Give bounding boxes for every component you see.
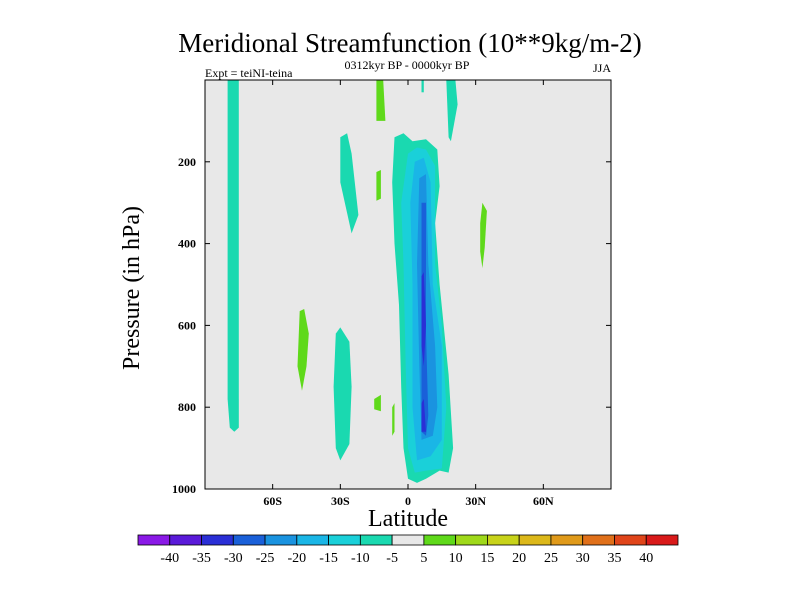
colorbar-label: -15 <box>319 551 338 566</box>
colorbar-label: -25 <box>256 551 275 566</box>
colorbar-swatch-3 <box>232 534 266 546</box>
x-tick-label: 60S <box>263 494 282 508</box>
x-axis-ticks: 60S 30S 0 30N 60N <box>263 80 554 508</box>
y-tick-label: 400 <box>178 237 196 251</box>
x-tick-label: 60N <box>533 494 554 508</box>
contour-fill-16 <box>374 394 381 412</box>
contour-fills <box>227 80 487 483</box>
contour-fill-0 <box>227 80 239 432</box>
colorbar-swatch-9 <box>423 534 457 546</box>
contour-fill-5 <box>421 80 424 93</box>
colorbar-label: 40 <box>639 551 653 566</box>
chart-title: Meridional Streamfunction (10**9kg/m-2) <box>178 28 641 58</box>
colorbar-swatch-15 <box>614 534 647 546</box>
colorbar-label: -30 <box>224 551 243 566</box>
colorbar-label: -5 <box>386 551 398 566</box>
colorbar-swatch-0 <box>137 534 171 546</box>
contour-fill-11 <box>421 399 426 432</box>
x-axis-label: Latitude <box>368 506 448 532</box>
contour-fill-14 <box>297 309 309 391</box>
y-axis-label: Pressure (in hPa) <box>119 206 145 370</box>
y-tick-label: 800 <box>178 400 196 414</box>
colorbar-swatch-6 <box>328 534 361 546</box>
y-axis-ticks: 200 400 600 800 1000 <box>172 155 611 496</box>
x-tick-label: 30S <box>331 494 350 508</box>
colorbar: -40 -35 -30 -25 -20 -15 -10 -5 5 10 15 20 25 30 35 40 <box>137 534 679 566</box>
colorbar-swatch-14 <box>582 534 615 546</box>
contour-fill-15 <box>480 202 487 269</box>
colorbar-label: 10 <box>449 551 463 566</box>
contour-fill-4 <box>446 80 458 142</box>
colorbar-swatch-10 <box>455 534 488 546</box>
colorbar-label: 5 <box>420 551 427 566</box>
colorbar-swatch-7 <box>359 534 393 546</box>
colorbar-label: 30 <box>576 551 590 566</box>
colorbar-swatch-4 <box>264 534 298 546</box>
y-tick-label: 200 <box>178 155 196 169</box>
center-string: 0312kyr BP - 0000kyr BP <box>345 58 470 72</box>
left-string: Expt = teiNI-teina <box>205 66 293 80</box>
colorbar-label: 20 <box>512 551 526 566</box>
contour-fill-2 <box>333 327 352 461</box>
colorbar-label: -35 <box>192 551 211 566</box>
colorbar-label: 25 <box>544 551 558 566</box>
right-string: JJA <box>593 61 611 75</box>
colorbar-label: -40 <box>160 551 179 566</box>
contour-fill-17 <box>392 403 395 436</box>
colorbar-swatch-11 <box>487 534 520 546</box>
y-tick-label: 1000 <box>172 482 196 496</box>
x-tick-label: 0 <box>405 494 411 508</box>
y-tick-label: 600 <box>178 318 196 332</box>
colorbar-swatch-12 <box>518 534 552 546</box>
colorbar-swatch-16 <box>645 534 679 546</box>
colorbar-label: 15 <box>480 551 494 566</box>
colorbar-label: -20 <box>287 551 306 566</box>
colorbar-swatch-2 <box>201 534 234 546</box>
contour-fill-1 <box>340 133 359 234</box>
contour-fill-13 <box>376 170 381 201</box>
colorbar-swatch-1 <box>169 534 202 546</box>
contour-fill-10 <box>421 272 426 367</box>
colorbar-swatch-13 <box>550 534 584 546</box>
colorbar-label: 35 <box>607 551 621 566</box>
colorbar-swatch-5 <box>296 534 329 546</box>
contour-fill-12 <box>376 80 386 121</box>
colorbar-label: -10 <box>351 551 370 566</box>
colorbar-swatch-8 <box>391 534 425 546</box>
x-tick-label: 30N <box>465 494 486 508</box>
